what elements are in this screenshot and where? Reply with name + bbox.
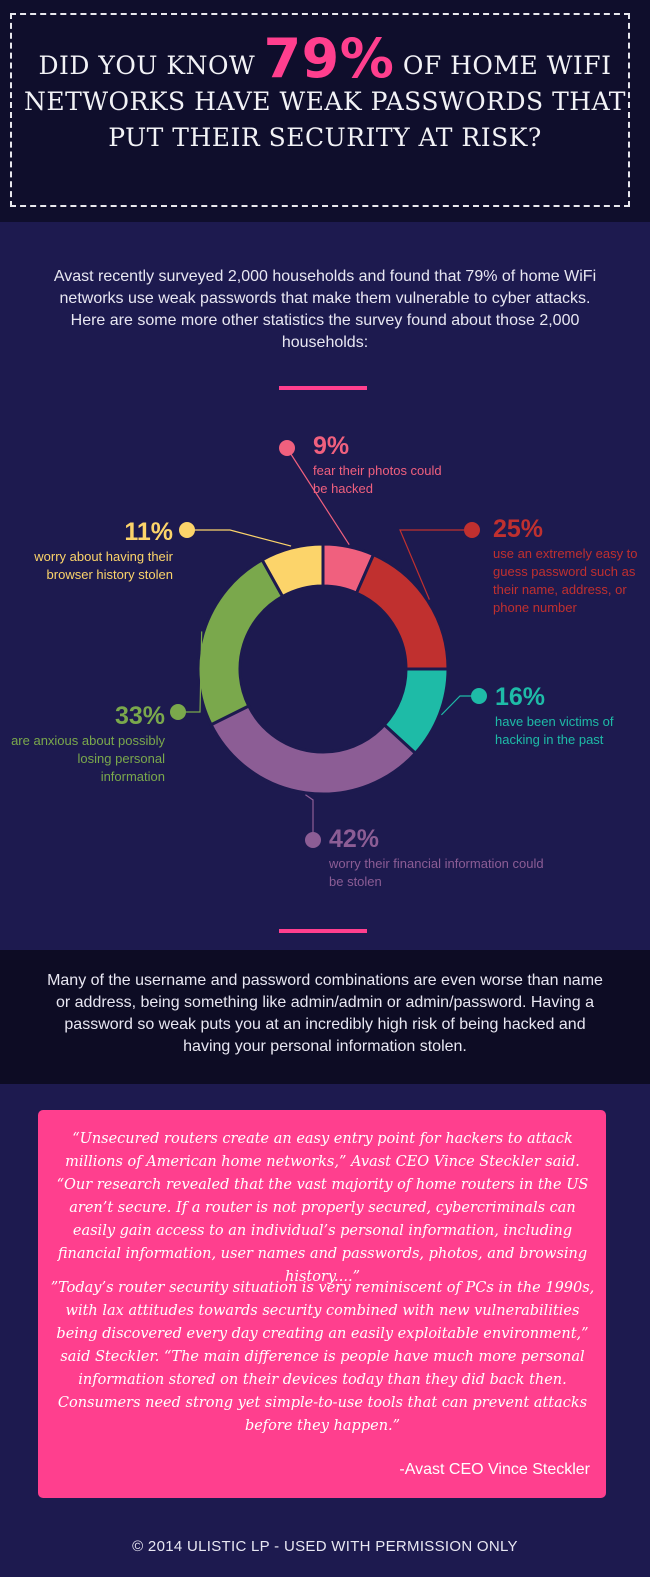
donut-slice-personal-info [196,557,285,727]
divider-top [279,386,367,390]
callout-hacked-desc: have been victims of hacking in the past [495,714,614,747]
dashed-frame [10,13,630,207]
callout-personal-info-desc: are anxious about possibly losing person… [11,733,165,784]
leader-dot-password [464,522,480,538]
leader-line-password [399,529,472,600]
callout-password-desc: use an extremely easy to guess password … [493,546,638,615]
callout-browser-history-desc: worry about having their browser history… [34,549,173,582]
leader-line-financial [305,794,314,840]
callout-password-pct: 25% [493,515,544,543]
intro-text: Avast recently surveyed 2,000 households… [53,268,597,351]
leader-dot-photos [279,440,295,456]
callout-hacked: 16% have been victims of hacking in the … [495,683,635,749]
callout-photos: 9% fear their photos could be hacked [313,432,513,498]
callout-personal-info-pct: 33% [114,702,165,730]
leader-line-photos [286,447,350,546]
callout-financial-desc: worry their financial information could … [329,856,544,889]
callout-photos-desc: fear their photos could be hacked [313,463,442,496]
callout-browser-history: 11% worry about having their browser his… [10,518,173,584]
middle-text: Many of the username and password combin… [47,972,603,1055]
quote-paragraph-1: “Unsecured routers create an easy entry … [56,1131,589,1285]
headline-percent: 79% [263,27,395,90]
leader-dot-personal-info [170,704,186,720]
quote-author: -Avast CEO Vince Steckler [399,1461,590,1478]
callout-password: 25% use an extremely easy to guess passw… [493,515,638,617]
leader-dot-financial [305,832,321,848]
donut-chart: 9% fear their photos could be hacked 25%… [0,420,650,920]
donut-slice-financial [209,703,418,796]
callout-photos-pct: 9% [313,432,350,460]
footer-copyright: © 2014 ULISTIC LP - USED WITH PERMISSION… [132,1538,518,1555]
callout-personal-info: 33% are anxious about possibly losing pe… [10,702,165,786]
callout-hacked-pct: 16% [495,683,546,711]
leader-line-browser-history [187,529,292,547]
donut-slice-password [354,552,450,671]
donut-chart-svg [170,440,487,848]
divider-bottom [279,929,367,933]
headline: Did you know 79% of home WiFi networks h… [20,32,630,156]
headline-before: Did you know [38,51,256,80]
donut-slice-browser-history [260,542,325,599]
headline-after: of home WiFi networks have weak password… [24,51,626,152]
quote-paragraph-2: ”Today’s router security situation is ve… [50,1280,595,1434]
leader-dot-browser-history [179,522,195,538]
middle-band [0,950,650,1084]
callout-financial-pct: 42% [329,825,380,853]
callout-browser-history-pct: 11% [124,518,173,546]
header-banner: Did you know 79% of home WiFi networks h… [0,0,650,222]
leader-dot-hacked [471,688,487,704]
callout-financial: 42% worry their financial information co… [329,825,549,891]
quote-box [38,1110,606,1498]
